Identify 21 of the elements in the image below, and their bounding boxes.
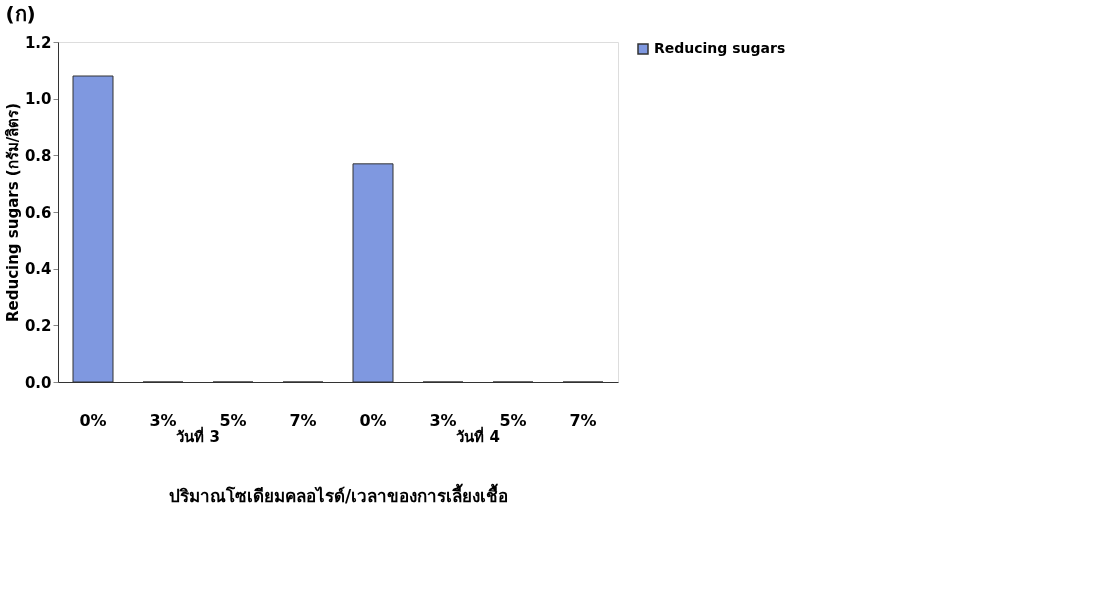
x-tick-label: 7% <box>569 410 597 430</box>
text: วันที่ 3 <box>176 426 220 446</box>
x-tick-label: 3% <box>429 410 457 430</box>
x-tick-label: 0% <box>359 410 387 430</box>
y-tick-label: 0.6 <box>24 203 52 222</box>
x-tick-label: 5% <box>219 410 247 430</box>
y-tick-label: 1.0 <box>24 90 52 109</box>
y-tick-label: 0.0 <box>24 373 52 392</box>
y-tick-label: 0.4 <box>24 260 52 279</box>
y-tick-label: 0.8 <box>24 146 52 165</box>
x-tick-label: 5% <box>499 410 527 430</box>
x-tick-label: 3% <box>149 410 177 430</box>
text: วันที่ 4 <box>456 426 500 446</box>
legend-label: Reducing sugars <box>654 40 786 56</box>
y-axis-title: Reducing sugars (กรัม/ลิตร) <box>3 102 22 323</box>
x-tick-label: 7% <box>289 410 317 430</box>
chart-title: (ก) <box>5 2 36 26</box>
x-tick-label: 0% <box>79 410 107 430</box>
x-axis-title: ปริมาณโซเดียมคลอไรด์/เวลาของการเลี้ยงเชื้อ <box>168 482 509 506</box>
y-tick-label: 0.2 <box>24 316 52 335</box>
y-tick-label: 1.2 <box>24 33 52 52</box>
